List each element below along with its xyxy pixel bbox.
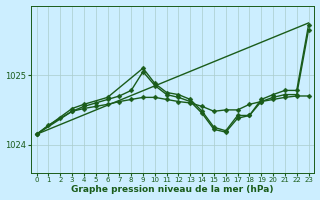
X-axis label: Graphe pression niveau de la mer (hPa): Graphe pression niveau de la mer (hPa) — [71, 185, 274, 194]
